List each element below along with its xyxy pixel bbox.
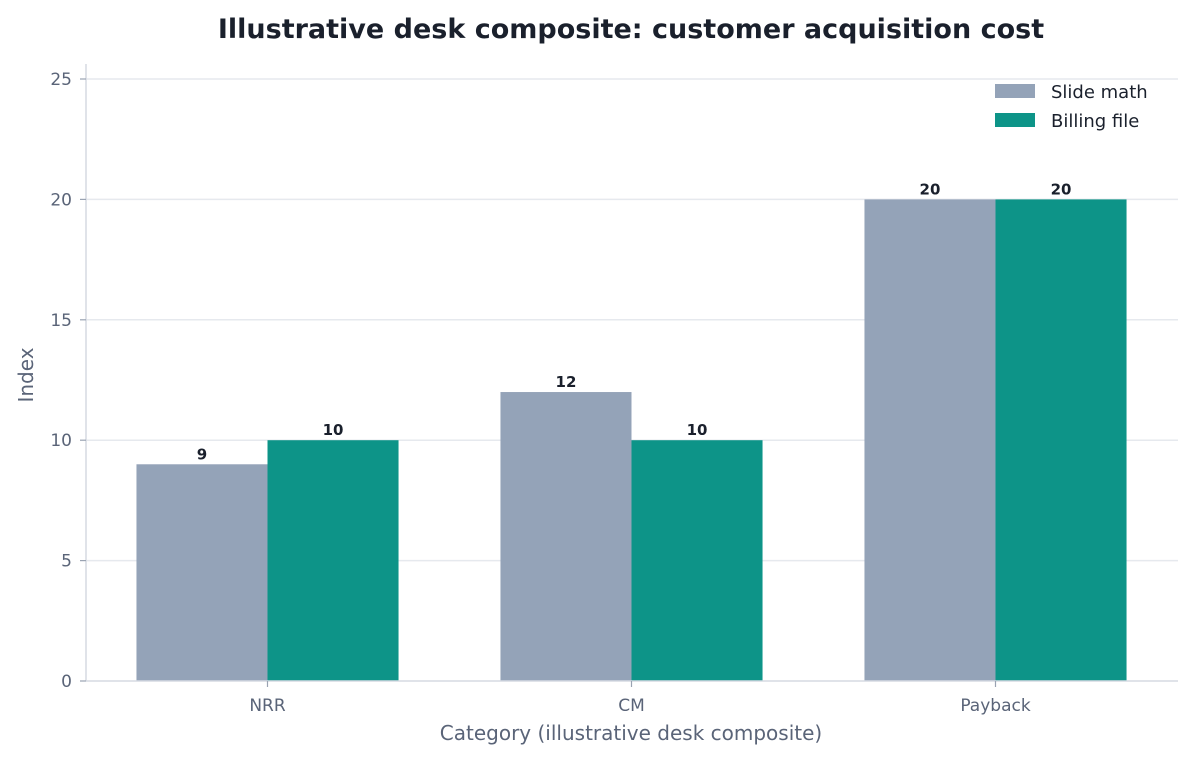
y-axis-label: Index bbox=[14, 347, 38, 402]
x-tick-label: NRR bbox=[249, 696, 286, 716]
y-axis-ticks: 0 5 10 15 20 25 bbox=[50, 70, 86, 692]
bar-value-label: 9 bbox=[197, 445, 207, 463]
bar-value-label: 20 bbox=[920, 180, 941, 198]
bar bbox=[631, 440, 763, 681]
legend-swatch bbox=[995, 84, 1035, 98]
chart-title: Illustrative desk composite: customer ac… bbox=[218, 14, 1044, 45]
bar-value-label: 10 bbox=[323, 421, 344, 439]
legend-label: Billing file bbox=[1051, 111, 1139, 132]
y-tick-label: 15 bbox=[50, 311, 72, 331]
y-tick-label: 0 bbox=[61, 672, 72, 692]
legend-swatch bbox=[995, 113, 1035, 127]
x-axis-label: Category (illustrative desk composite) bbox=[440, 721, 822, 745]
bar bbox=[136, 464, 268, 681]
bar bbox=[864, 199, 996, 681]
legend: Slide math Billing file bbox=[995, 82, 1148, 132]
y-tick-label: 10 bbox=[50, 431, 72, 451]
legend-label: Slide math bbox=[1051, 82, 1148, 103]
x-axis-ticks: NRR CM Payback bbox=[249, 681, 1031, 716]
y-tick-label: 25 bbox=[50, 70, 72, 90]
bar-value-label: 12 bbox=[556, 373, 577, 391]
bar-value-label: 10 bbox=[687, 421, 708, 439]
bar-value-label: 20 bbox=[1051, 180, 1072, 198]
bar bbox=[500, 392, 632, 681]
y-tick-label: 5 bbox=[61, 552, 72, 572]
data-labels: 9 10 12 10 20 20 bbox=[197, 180, 1072, 463]
x-tick-label: CM bbox=[618, 696, 645, 716]
y-tick-label: 20 bbox=[50, 190, 72, 210]
x-tick-label: Payback bbox=[960, 696, 1031, 716]
bar bbox=[995, 199, 1127, 681]
bars bbox=[136, 199, 1127, 681]
bar bbox=[267, 440, 399, 681]
